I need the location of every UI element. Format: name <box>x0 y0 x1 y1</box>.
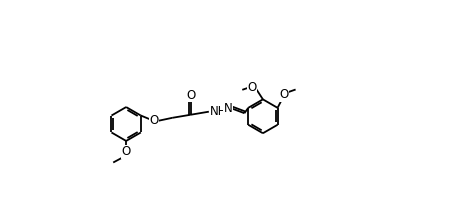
Text: O: O <box>247 81 257 94</box>
Text: O: O <box>121 145 131 158</box>
Text: N: N <box>224 102 233 115</box>
Text: O: O <box>186 89 195 102</box>
Text: NH: NH <box>210 105 227 118</box>
Text: O: O <box>149 114 158 127</box>
Text: O: O <box>279 88 289 101</box>
